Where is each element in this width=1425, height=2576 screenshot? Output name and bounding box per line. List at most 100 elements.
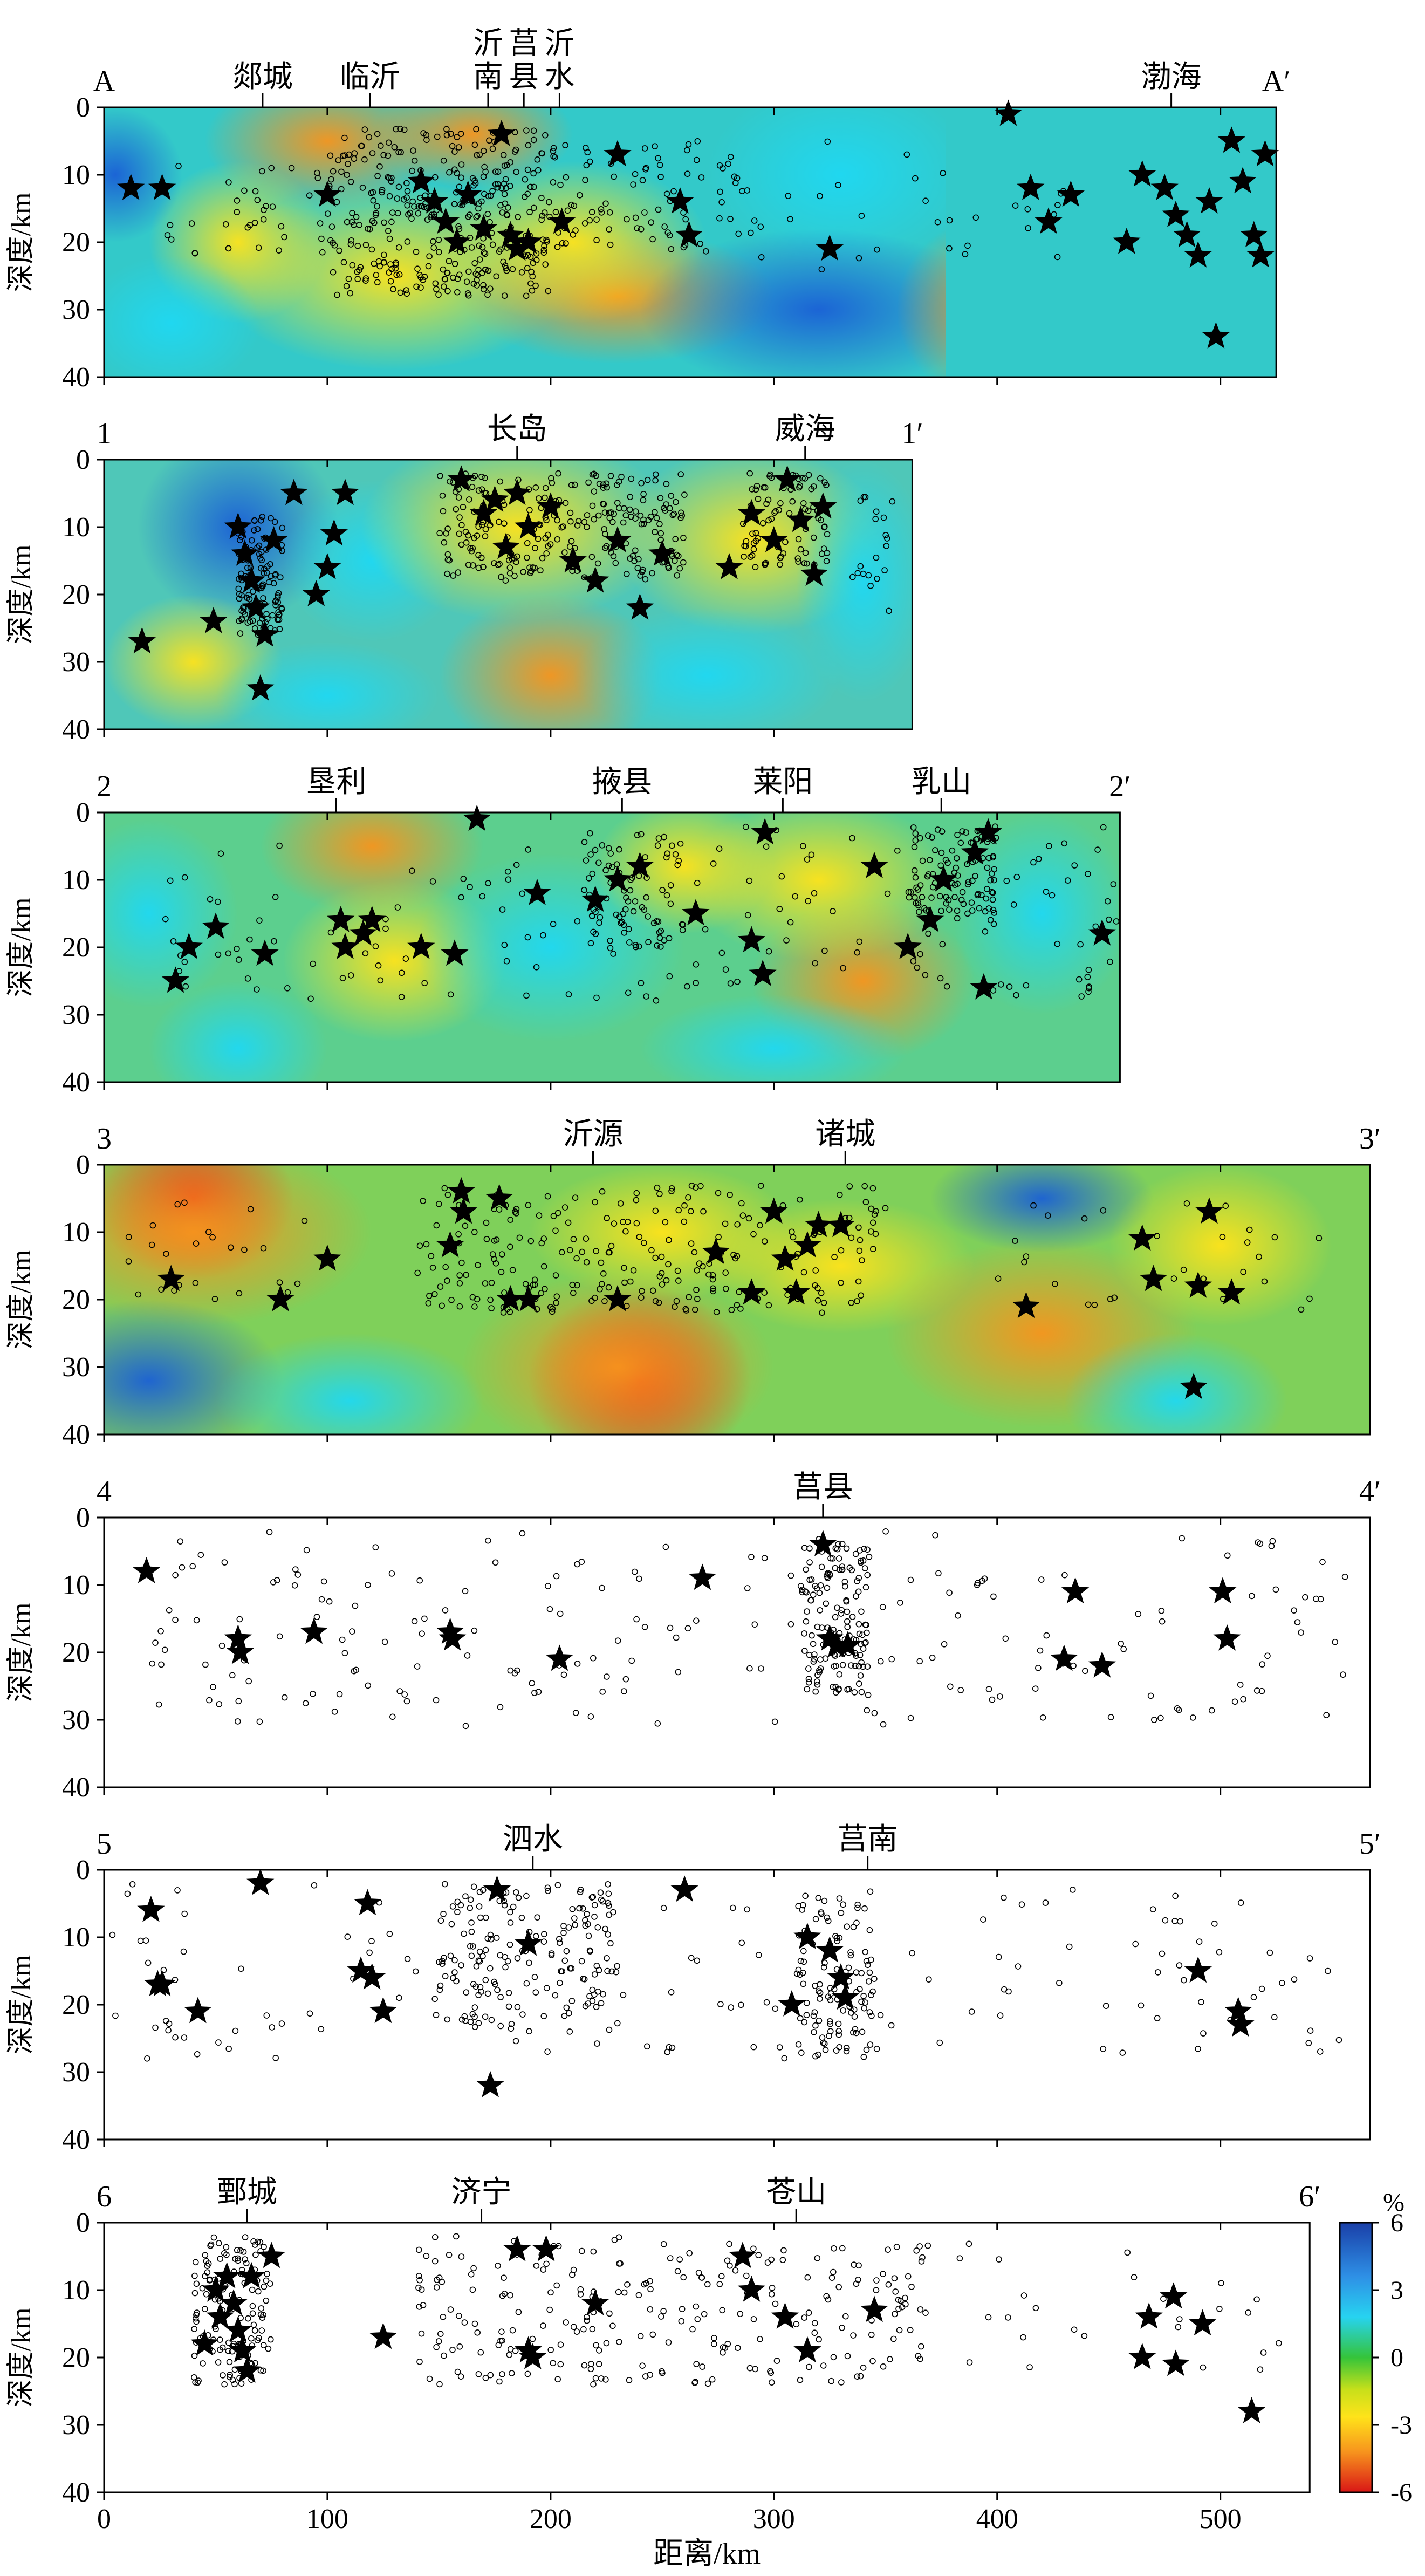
- earthquake-point: [557, 181, 564, 188]
- earthquake-point: [657, 495, 664, 501]
- earthquake-point: [625, 1219, 631, 1225]
- earthquake-point: [307, 995, 314, 1002]
- y-tick-label: 30: [62, 1352, 90, 1383]
- earthquake-point: [972, 214, 979, 221]
- earthquake-point: [257, 2311, 264, 2318]
- large-earthquake-star: [514, 513, 543, 539]
- earthquake-point: [588, 554, 595, 561]
- large-earthquake-star: [280, 479, 308, 505]
- earthquake-point: [965, 878, 972, 885]
- earthquake-point: [456, 1303, 463, 1310]
- earthquake-point: [550, 179, 557, 186]
- earthquake-point: [772, 2300, 779, 2307]
- earthquake-point: [842, 1583, 848, 1590]
- earthquake-point: [125, 1258, 132, 1265]
- earthquake-point: [550, 145, 557, 152]
- earthquake-point: [811, 890, 818, 897]
- earthquake-point: [589, 913, 595, 919]
- earthquake-point: [257, 2239, 264, 2246]
- earthquake-point: [553, 1300, 559, 1306]
- earthquake-point: [848, 1234, 855, 1241]
- earthquake-point: [887, 2356, 893, 2362]
- earthquake-point: [318, 2026, 325, 2033]
- earthquake-point: [244, 975, 251, 982]
- earthquake-point: [838, 1910, 845, 1916]
- earthquake-point: [845, 1686, 852, 1692]
- earthquake-point: [752, 564, 759, 570]
- earthquake-point: [536, 1212, 543, 1219]
- large-earthquake-star: [259, 526, 288, 552]
- large-earthquake-star: [449, 1197, 478, 1224]
- earthquake-point: [513, 1210, 520, 1217]
- earthquake-point: [250, 2238, 257, 2245]
- earthquake-point: [467, 1943, 474, 1950]
- earthquake-point: [1174, 1705, 1181, 1712]
- earthquake-point: [416, 2304, 423, 2310]
- large-earthquake-star: [161, 966, 190, 993]
- earthquake-point: [498, 573, 504, 580]
- earthquake-point: [1175, 2324, 1182, 2331]
- earthquake-point: [916, 2243, 923, 2250]
- earthquake-point: [632, 942, 639, 948]
- earthquake-point: [1190, 1714, 1196, 1721]
- earthquake-point: [497, 1994, 504, 2000]
- earthquake-point: [767, 471, 773, 478]
- earthquake-point: [836, 2044, 842, 2051]
- large-earthquake-star: [994, 99, 1023, 126]
- earthquake-point: [811, 534, 817, 541]
- earthquake-point: [1307, 2027, 1314, 2034]
- earthquake-point: [515, 2308, 522, 2315]
- earthquake-point: [912, 830, 919, 837]
- earthquake-point: [882, 532, 889, 538]
- earthquake-point: [622, 512, 629, 519]
- earthquake-point: [485, 193, 492, 200]
- large-earthquake-star: [604, 526, 632, 552]
- earthquake-point: [692, 1306, 698, 1313]
- earthquake-point: [674, 572, 680, 579]
- earthquake-point: [465, 562, 472, 568]
- earthquake-point: [850, 2029, 857, 2036]
- earthquake-point: [959, 889, 966, 896]
- earthquake-point: [491, 1978, 497, 1985]
- earthquake-point: [1002, 1635, 1009, 1642]
- large-earthquake-star: [961, 838, 989, 865]
- earthquake-point: [589, 502, 596, 509]
- earthquake-point: [879, 1604, 886, 1610]
- earthquake-point: [166, 2020, 173, 2027]
- large-earthquake-star: [894, 933, 922, 959]
- earthquake-point: [158, 1661, 165, 1668]
- earthquake-point: [502, 200, 509, 207]
- earthquake-point: [817, 1996, 823, 2002]
- earthquake-point: [824, 1584, 831, 1591]
- earthquake-point: [473, 126, 479, 133]
- earthquake-point: [861, 1546, 867, 1552]
- earthquake-point: [812, 2022, 819, 2029]
- large-earthquake-star: [483, 1875, 511, 1902]
- earthquake-point: [802, 1588, 809, 1595]
- earthquake-point: [505, 1990, 512, 1996]
- earthquake-point: [347, 290, 354, 297]
- earthquake-point: [635, 872, 642, 879]
- large-earthquake-star: [532, 2235, 560, 2261]
- earthquake-point: [599, 1689, 606, 1695]
- earthquake-point: [189, 1563, 196, 1570]
- earthquake-point: [811, 2009, 818, 2015]
- earthquake-point: [804, 2274, 811, 2281]
- earthquake-point: [1132, 1940, 1139, 1948]
- earthquake-point: [634, 832, 641, 838]
- earthquake-point: [613, 1969, 620, 1976]
- earthquake-point: [673, 1634, 680, 1641]
- large-earthquake-star: [559, 546, 587, 573]
- earthquake-point: [385, 152, 392, 159]
- earthquake-point: [954, 832, 961, 838]
- earthquake-point: [868, 1992, 874, 1998]
- large-earthquake-star: [970, 973, 998, 1000]
- earthquake-point: [339, 1636, 346, 1643]
- earthquake-point: [539, 555, 546, 562]
- earthquake-point: [420, 1198, 427, 1204]
- earthquake-point: [530, 127, 537, 134]
- earthquake-point: [447, 1952, 454, 1959]
- earthquake-point: [248, 2335, 255, 2342]
- earthquake-point: [625, 898, 632, 905]
- earthquake-point: [242, 2256, 248, 2263]
